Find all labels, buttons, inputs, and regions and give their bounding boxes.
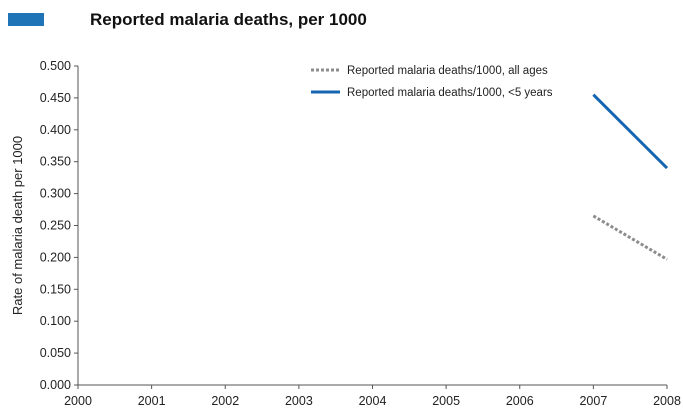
x-tick-label: 2000 bbox=[64, 394, 92, 408]
x-ticks: 2000 2001 2002 2003 2004 2005 2006 2007 2008 bbox=[64, 385, 681, 408]
title-bar: Reported malaria deaths, per 1000 bbox=[8, 10, 668, 34]
axes bbox=[77, 66, 667, 386]
title-accent-swatch bbox=[8, 13, 44, 26]
y-tick-label: 0.250 bbox=[40, 219, 71, 233]
y-tick-label: 0.300 bbox=[40, 187, 71, 201]
y-tick-label: 0.000 bbox=[40, 378, 71, 392]
y-tick-label: 0.350 bbox=[40, 155, 71, 169]
legend-label-1: Reported malaria deaths/1000, all ages bbox=[347, 65, 548, 77]
legend: Reported malaria deaths/1000, all ages Re… bbox=[311, 65, 553, 99]
y-ticks: 0.000 0.050 0.100 0.150 0.200 0.250 0.300 0.350… bbox=[40, 59, 78, 392]
series-line-1 bbox=[592, 214, 668, 261]
y-tick-label: 0.200 bbox=[40, 250, 71, 264]
x-tick-label: 2002 bbox=[211, 394, 239, 408]
y-tick-label: 0.050 bbox=[40, 346, 71, 360]
legend-label-2: Reported malaria deaths/1000, <5 years bbox=[347, 87, 553, 99]
y-tick-label: 0.450 bbox=[40, 91, 71, 105]
x-tick-label: 2007 bbox=[579, 394, 607, 408]
series-lines bbox=[592, 93, 669, 261]
x-tick-label: 2003 bbox=[285, 394, 313, 408]
x-tick-label: 2004 bbox=[359, 394, 387, 408]
y-tick-label: 0.500 bbox=[40, 59, 71, 73]
x-tick-label: 2001 bbox=[138, 394, 166, 408]
y-axis-label: Rate of malaria death per 1000 bbox=[10, 136, 25, 315]
y-tick-label: 0.150 bbox=[40, 282, 71, 296]
x-tick-label: 2006 bbox=[506, 394, 534, 408]
x-tick-label: 2005 bbox=[432, 394, 460, 408]
x-tick-label: 2008 bbox=[653, 394, 681, 408]
y-tick-label: 0.100 bbox=[40, 314, 71, 328]
y-tick-label: 0.400 bbox=[40, 123, 71, 137]
chart-title: Reported malaria deaths, per 1000 bbox=[90, 10, 367, 29]
series-line-2 bbox=[592, 93, 669, 170]
